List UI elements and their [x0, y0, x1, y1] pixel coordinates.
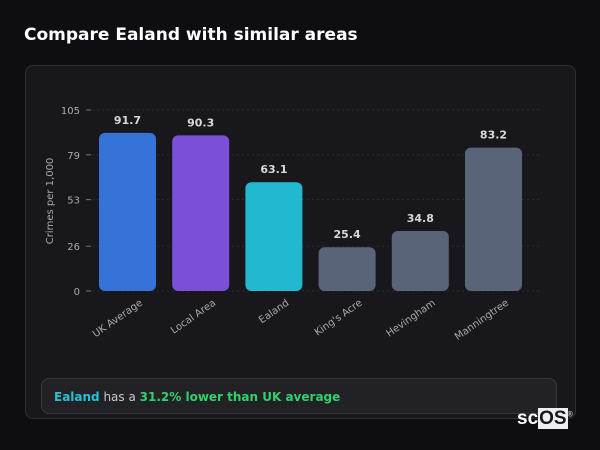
y-tick-label: 26	[67, 242, 80, 253]
y-tick-label: 53	[67, 196, 80, 207]
x-tick-label: Local Area	[169, 298, 218, 337]
x-tick-label: Manningtree	[453, 298, 511, 343]
bar-uk-average[interactable]	[99, 132, 156, 291]
y-tick-label: 0	[74, 287, 80, 298]
data-label: 83.2	[480, 129, 507, 142]
x-tick-label: King's Acre	[313, 298, 365, 339]
y-tick-label: 79	[67, 151, 80, 162]
data-label: 91.7	[114, 114, 141, 127]
bar-manningtree[interactable]	[465, 147, 522, 291]
scos-logo: scOS®	[517, 408, 573, 429]
summary-stat: 31.2% lower than UK average	[139, 390, 341, 404]
y-tick-label: 105	[61, 106, 80, 117]
bar-king-s-acre[interactable]	[318, 247, 376, 291]
x-tick-label: UK Average	[91, 298, 145, 340]
x-tick-label: Ealand	[257, 298, 291, 327]
summary-banner: Ealand has a 31.2% lower than UK average	[41, 378, 557, 414]
data-label: 63.1	[260, 163, 287, 176]
summary-place: Ealand	[54, 390, 100, 404]
page-title: Compare Ealand with similar areas	[24, 25, 358, 45]
data-label: 90.3	[187, 116, 214, 129]
bar-ealand[interactable]	[245, 182, 303, 291]
summary-text: has a	[99, 390, 140, 404]
y-axis-label: Crimes per 1,000	[45, 158, 56, 245]
x-tick-label: Hevingham	[384, 298, 437, 340]
bar-local-area[interactable]	[172, 135, 230, 291]
data-label: 25.4	[334, 228, 361, 241]
bar-hevingham[interactable]	[391, 231, 449, 291]
data-label: 34.8	[407, 212, 434, 225]
